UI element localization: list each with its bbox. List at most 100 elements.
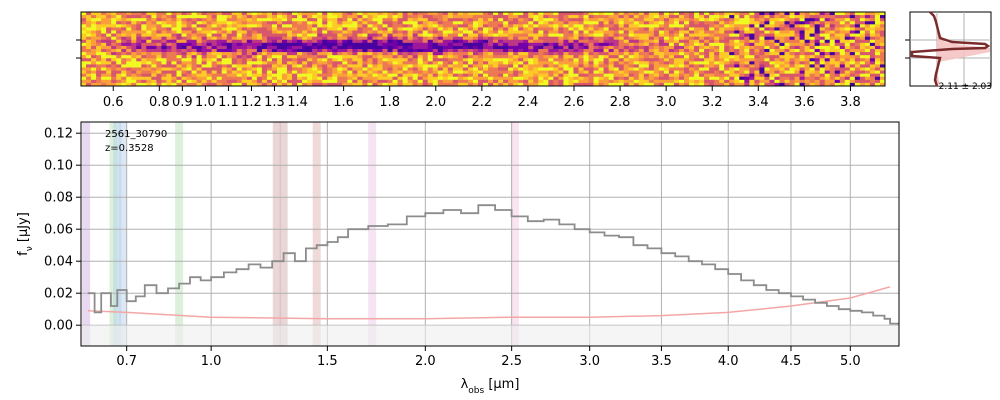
heatmap-cell bbox=[111, 55, 117, 59]
heatmap-cell bbox=[452, 58, 459, 62]
heatmap-cell bbox=[553, 27, 559, 31]
heatmap-cell bbox=[588, 42, 595, 47]
heatmap-cell bbox=[101, 45, 107, 50]
heatmap-cell bbox=[814, 36, 821, 41]
heatmap-cell bbox=[437, 64, 444, 68]
heatmap-cell bbox=[483, 67, 489, 71]
heatmap-cell bbox=[799, 49, 806, 53]
heatmap-cell bbox=[503, 67, 509, 71]
heatmap-cell bbox=[447, 30, 454, 34]
heatmap-cell bbox=[548, 82, 554, 86]
heatmap-cell bbox=[342, 76, 348, 81]
heatmap-cell bbox=[342, 64, 348, 68]
heatmap-cell bbox=[377, 15, 384, 19]
emission-band bbox=[113, 122, 122, 346]
heatmap-cell bbox=[663, 27, 670, 31]
heatmap-cell bbox=[231, 36, 238, 41]
spectrum-plot-area bbox=[81, 122, 899, 346]
heatmap-cell bbox=[101, 79, 107, 84]
heatmap-cell bbox=[694, 82, 700, 86]
heatmap-cell bbox=[246, 12, 253, 16]
heatmap-cell bbox=[488, 79, 494, 84]
heatmap-cell bbox=[804, 70, 811, 74]
heatmap-cell bbox=[161, 58, 167, 62]
heatmap-cell bbox=[588, 52, 595, 56]
heatmap-cell bbox=[417, 42, 424, 47]
heatmap-cell bbox=[653, 73, 660, 78]
heatmap-cell bbox=[352, 67, 358, 71]
heatmap-cell bbox=[297, 12, 303, 16]
heatmap-cell bbox=[603, 12, 610, 16]
heatmap-cell bbox=[141, 15, 147, 19]
heatmap-cell bbox=[563, 82, 569, 86]
heatmap-cell bbox=[387, 30, 394, 34]
heatmap-cell bbox=[377, 24, 384, 28]
heatmap-cell bbox=[719, 27, 725, 31]
heatmap-x-tick-label: 2.2 bbox=[472, 95, 493, 110]
heatmap-cell bbox=[427, 61, 434, 65]
heatmap-cell bbox=[839, 36, 846, 41]
heatmap-cell bbox=[538, 73, 544, 78]
heatmap-cell bbox=[96, 79, 102, 84]
heatmap-cell bbox=[196, 30, 203, 34]
heatmap-cell bbox=[779, 52, 786, 56]
heatmap-cell bbox=[779, 33, 786, 37]
heatmap-cell bbox=[121, 33, 127, 37]
heatmap-cell bbox=[196, 49, 203, 53]
heatmap-cell bbox=[191, 64, 198, 68]
heatmap-cell bbox=[126, 33, 132, 37]
heatmap-cell bbox=[266, 45, 273, 50]
heatmap-cell bbox=[568, 39, 574, 44]
heatmap-cell bbox=[618, 42, 625, 47]
x-tick-label: 5.0 bbox=[840, 354, 861, 369]
heatmap-cell bbox=[719, 39, 725, 44]
heatmap-cell bbox=[407, 24, 414, 28]
heatmap-cell bbox=[156, 21, 162, 25]
heatmap-cell bbox=[724, 82, 730, 86]
heatmap-cell bbox=[397, 52, 404, 56]
heatmap-cell bbox=[141, 24, 147, 28]
heatmap-cell bbox=[166, 12, 172, 16]
heatmap-cell bbox=[739, 45, 745, 50]
heatmap-cell bbox=[709, 52, 715, 56]
heatmap-cell bbox=[151, 45, 157, 50]
heatmap-cell bbox=[864, 15, 871, 19]
heatmap-cell bbox=[322, 64, 328, 68]
heatmap-cell bbox=[573, 39, 579, 44]
heatmap-cell bbox=[427, 15, 434, 19]
heatmap-cell bbox=[297, 21, 303, 25]
heatmap-cell bbox=[638, 45, 645, 50]
heatmap-cell bbox=[528, 18, 534, 22]
heatmap-cell bbox=[256, 42, 263, 47]
heatmap-cell bbox=[302, 58, 308, 62]
heatmap-cell bbox=[694, 24, 700, 28]
heatmap-cell bbox=[809, 70, 816, 74]
heatmap-cell bbox=[256, 33, 263, 37]
heatmap-cell bbox=[628, 45, 635, 50]
heatmap-cell bbox=[854, 39, 861, 44]
heatmap-cell bbox=[352, 52, 358, 56]
heatmap-cell bbox=[804, 82, 811, 86]
heatmap-cell bbox=[362, 58, 368, 62]
heatmap-cell bbox=[588, 49, 595, 53]
heatmap-cell bbox=[407, 73, 414, 78]
heatmap-cell bbox=[533, 55, 539, 59]
heatmap-cell bbox=[814, 27, 821, 31]
heatmap-cell bbox=[292, 12, 298, 16]
heatmap-cell bbox=[704, 42, 710, 47]
heatmap-cell bbox=[573, 21, 579, 25]
heatmap-cell bbox=[307, 12, 313, 16]
heatmap-cell bbox=[362, 12, 368, 16]
heatmap-cell bbox=[543, 70, 549, 74]
heatmap-cell bbox=[176, 79, 183, 84]
heatmap-cell bbox=[417, 58, 424, 62]
heatmap-cell bbox=[226, 15, 233, 19]
heatmap-cell bbox=[608, 42, 615, 47]
heatmap-cell bbox=[206, 45, 213, 50]
heatmap-cell bbox=[648, 52, 655, 56]
heatmap-cell bbox=[126, 45, 132, 50]
heatmap-cell bbox=[689, 12, 695, 16]
heatmap-cell bbox=[302, 15, 308, 19]
heatmap-cell bbox=[266, 52, 273, 56]
heatmap-cell bbox=[372, 24, 378, 28]
